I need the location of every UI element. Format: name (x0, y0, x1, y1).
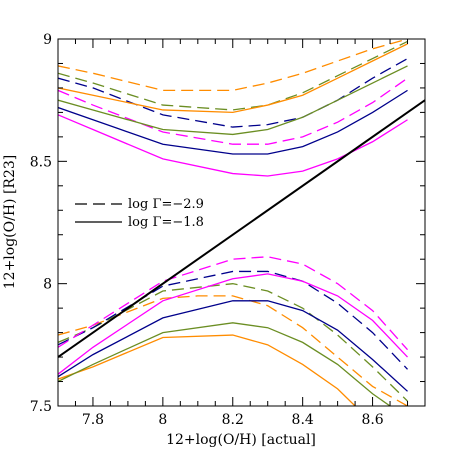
x-tick-label: 7.8 (82, 412, 104, 428)
y-tick-label: 8.5 (30, 154, 52, 170)
x-tick-label: 8.6 (361, 412, 383, 428)
series-line-upper-dashed-2 (58, 58, 408, 128)
series-line-upper-dashed-3 (58, 77, 408, 145)
series-line-upper-solid-6 (58, 89, 408, 155)
series-line-upper-dashed-0 (58, 39, 408, 92)
y-axis-title: 12+log(O/H) [R23] (2, 155, 18, 289)
identity-line (58, 99, 425, 358)
series-line-lower-dashed-10 (58, 270, 408, 370)
series-line-lower-solid-13 (58, 322, 391, 406)
series-layer (58, 39, 425, 406)
series-line-upper-solid-5 (58, 65, 408, 136)
series-line-upper-solid-4 (58, 43, 408, 114)
x-tick-label: 8 (158, 412, 167, 428)
series-line-lower-solid-14 (58, 300, 408, 392)
series-line-lower-solid-12 (58, 334, 356, 406)
legend-dashed-label: log Γ=−2.9 (128, 197, 204, 212)
ticks-layer (57, 38, 426, 407)
y-tick-label: 7.5 (30, 399, 52, 415)
series-line-upper-solid-7 (58, 114, 408, 177)
legend: log Γ=−2.9 log Γ=−1.8 (75, 197, 204, 230)
plot-frame (57, 38, 426, 407)
x-axis-title: 12+log(O/H) [actual] (166, 432, 316, 448)
x-tick-label: 8.4 (292, 412, 314, 428)
series-line-upper-dashed-1 (58, 40, 408, 111)
y-tick-label: 9 (43, 32, 52, 48)
legend-solid-label: log Γ=−1.8 (128, 215, 204, 230)
tick-labels: 7.8 8 8.2 8.4 8.6 7.5 8 8.5 9 (30, 32, 384, 428)
x-tick-label: 8.2 (222, 412, 244, 428)
y-tick-label: 8 (43, 277, 52, 293)
series-line-lower-solid-15 (58, 273, 408, 375)
